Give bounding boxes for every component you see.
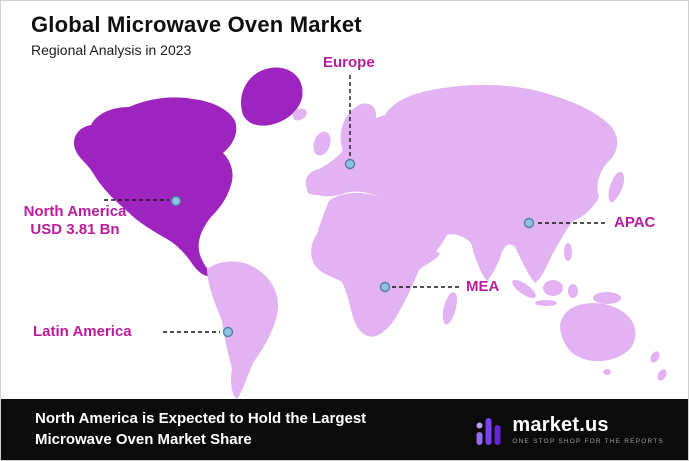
label-north-america-value: USD 3.81 Bn [30, 221, 120, 238]
landmass-japan [608, 171, 625, 203]
landmass-iceland [292, 108, 307, 121]
label-latin-america: Latin America [33, 323, 132, 340]
landmass-new-zealand [603, 351, 667, 381]
banner-line-2: Microwave Oven Market Share [35, 430, 252, 448]
marker-latin-america [222, 326, 234, 338]
landmass-africa [311, 192, 440, 337]
landmass-madagascar [442, 292, 457, 325]
brand-logo-text-stack: market.us ONE STOP SHOP FOR THE REPORTS [512, 415, 664, 445]
label-apac: APAC [614, 214, 656, 231]
landmass-greenland [241, 67, 303, 126]
bottom-banner: North America is Expected to Hold the La… [1, 399, 688, 460]
banner-line-1: North America is Expected to Hold the La… [35, 410, 367, 428]
marker-north-america [170, 195, 182, 207]
label-north-america-name: North America [23, 203, 127, 220]
header: Global Microwave Oven Market Regional An… [31, 12, 362, 58]
label-europe: Europe [323, 54, 375, 71]
landmass-eurasia [305, 84, 618, 284]
label-north-america: North America USD 3.81 Bn [9, 203, 141, 239]
marker-mea [379, 281, 391, 293]
landmass-scandinavia [340, 103, 377, 156]
landmass-south-america [207, 261, 279, 399]
page-title: Global Microwave Oven Market [31, 12, 362, 37]
landmass-australia [560, 303, 636, 362]
brand-logo-tagline: ONE STOP SHOP FOR THE REPORTS [512, 437, 664, 445]
landmass-uk [313, 131, 331, 156]
landmass-sea-islands [512, 243, 621, 306]
brand-logo-icon [476, 417, 501, 445]
landmass-north-america [73, 97, 237, 277]
page-subtitle: Regional Analysis in 2023 [31, 42, 192, 58]
banner-text: North America is Expected to Hold the La… [35, 409, 366, 450]
marker-apac [523, 217, 535, 229]
brand-logo: market.us ONE STOP SHOP FOR THE REPORTS [475, 412, 664, 448]
brand-logo-name: market.us [512, 413, 609, 436]
marker-europe [344, 158, 356, 170]
label-mea: MEA [466, 278, 500, 295]
